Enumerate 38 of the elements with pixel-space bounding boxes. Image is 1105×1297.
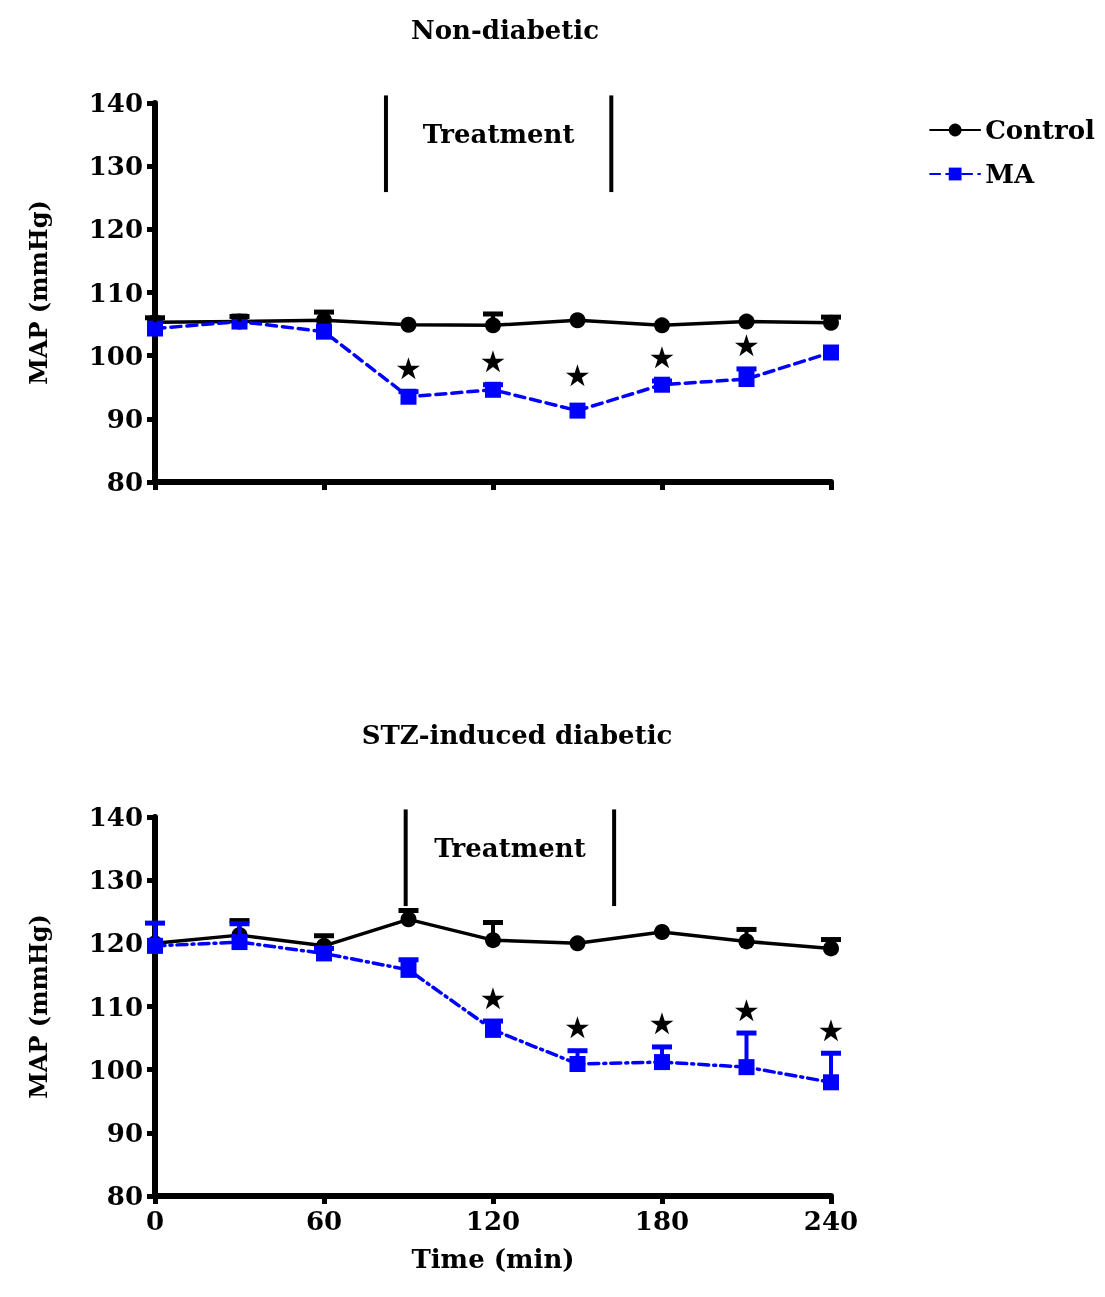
y-tick-label: 120 — [88, 214, 143, 245]
y-tick-label: 110 — [88, 991, 143, 1022]
annotation: ★ — [648, 1006, 676, 1042]
x-tick-label: 120 — [465, 1206, 521, 1236]
annotation: ★ — [648, 340, 676, 376]
chart-title: STZ-induced diabetic — [361, 720, 673, 750]
y-tick-label: 90 — [106, 1117, 143, 1148]
annotation: ★ — [733, 328, 760, 364]
y-tick-label: 100 — [88, 1054, 143, 1085]
y-axis-title: MAP (mmHg) — [23, 914, 53, 1099]
x-tick-label: 240 — [803, 1206, 859, 1236]
y-tick-label: 130 — [88, 865, 143, 896]
x-tick-label: 180 — [634, 1206, 690, 1236]
annotation: Treatment — [422, 119, 575, 149]
y-tick-label: 130 — [88, 151, 143, 182]
y-tick-label: 120 — [88, 928, 143, 959]
legend-label: Control — [985, 115, 1096, 145]
annotation: Treatment — [434, 833, 586, 863]
chart-title: Non-diabetic — [410, 15, 600, 45]
y-tick-label: 140 — [88, 802, 143, 832]
y-tick-label: 100 — [88, 340, 143, 371]
y-tick-label: 80 — [106, 467, 143, 497]
annotation: ★ — [564, 1010, 591, 1046]
y-tick-label: 110 — [88, 277, 143, 308]
y-tick-label: 140 — [88, 88, 143, 118]
x-tick-label: 60 — [305, 1206, 343, 1236]
legend-label: MA — [985, 159, 1035, 189]
annotation: ★ — [564, 358, 591, 394]
y-tick-label: 90 — [106, 403, 143, 434]
y-axis-title: MAP (mmHg) — [23, 200, 53, 385]
x-axis-title: Time (min) — [411, 1244, 575, 1274]
annotation: ★ — [733, 992, 760, 1028]
annotation: ★ — [395, 351, 422, 387]
annotation: ★ — [817, 1012, 845, 1048]
y-tick-label: 80 — [106, 1181, 143, 1211]
annotation: ★ — [479, 980, 507, 1016]
x-tick-label: 0 — [145, 1206, 165, 1236]
annotation: ★ — [479, 344, 507, 380]
